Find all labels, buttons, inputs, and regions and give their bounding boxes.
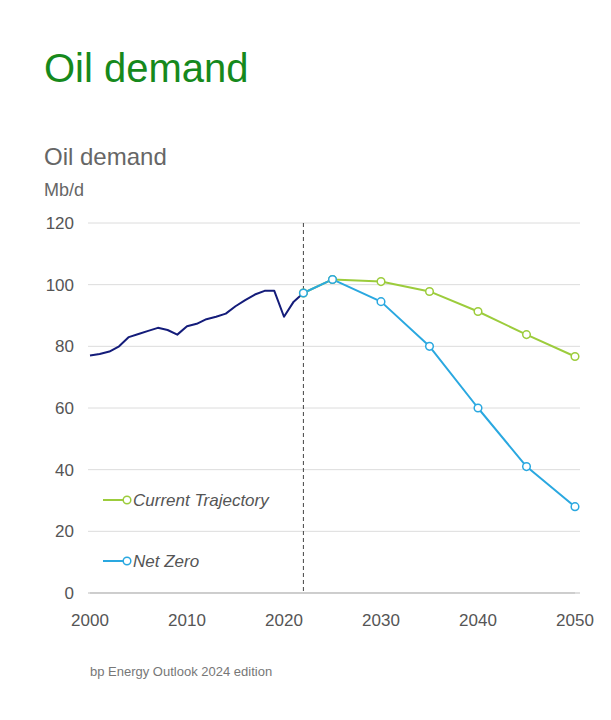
y-tick-label: 40 — [55, 461, 74, 480]
series-marker — [300, 289, 308, 297]
series-marker — [426, 343, 434, 351]
legend-marker — [123, 557, 131, 565]
series-marker — [329, 276, 337, 284]
grid-line — [88, 531, 580, 532]
series-marker — [474, 308, 482, 316]
reference-line — [303, 223, 304, 593]
series-marker — [571, 353, 579, 361]
series-marker — [523, 463, 531, 471]
grid-line — [88, 593, 580, 594]
grid — [88, 223, 580, 593]
x-tick-label: 2040 — [459, 611, 497, 630]
series-marker — [377, 298, 385, 306]
series-marker — [300, 289, 308, 297]
series-marker — [426, 288, 434, 296]
y-tick-label: 20 — [55, 522, 74, 541]
x-tick-label: 2050 — [556, 611, 594, 630]
series-marker — [523, 331, 531, 339]
x-axis-line — [90, 593, 575, 594]
y-tick-label: 120 — [46, 214, 74, 233]
y-tick-label: 100 — [46, 276, 74, 295]
legend-label: Net Zero — [133, 552, 199, 571]
series-line — [90, 291, 303, 356]
series-marker — [571, 503, 579, 511]
x-tick-label: 2010 — [168, 611, 206, 630]
series-marker — [474, 404, 482, 412]
plot-area — [90, 276, 579, 511]
grid-line — [88, 408, 580, 409]
page: {"chart_data": { "type": "line", "title"… — [0, 0, 611, 720]
chart: Oil demandOil demandMb/d0204060801001202… — [0, 0, 611, 720]
x-tick-label: 2030 — [362, 611, 400, 630]
source: bp Energy Outlook 2024 edition — [90, 664, 272, 679]
grid-line — [88, 346, 580, 347]
grid-line — [88, 223, 580, 224]
x-tick-label: 2000 — [71, 611, 109, 630]
title: Oil demand — [44, 46, 249, 90]
legend-marker — [123, 496, 131, 504]
subtitle: Oil demand — [44, 143, 167, 170]
legend-label: Current Trajectory — [133, 491, 270, 510]
legend: Current Trajectory Net Zero — [103, 491, 270, 571]
series-line — [303, 279, 575, 356]
x-tick-label: 2020 — [265, 611, 303, 630]
y-axis-label: Mb/d — [44, 180, 84, 200]
grid-line — [88, 284, 580, 285]
grid-line — [88, 469, 580, 470]
series-marker — [329, 276, 337, 284]
y-tick-label: 80 — [55, 337, 74, 356]
y-tick-label: 60 — [55, 399, 74, 418]
y-tick-label: 0 — [65, 584, 74, 603]
series-marker — [377, 278, 385, 286]
series-line — [303, 279, 575, 506]
